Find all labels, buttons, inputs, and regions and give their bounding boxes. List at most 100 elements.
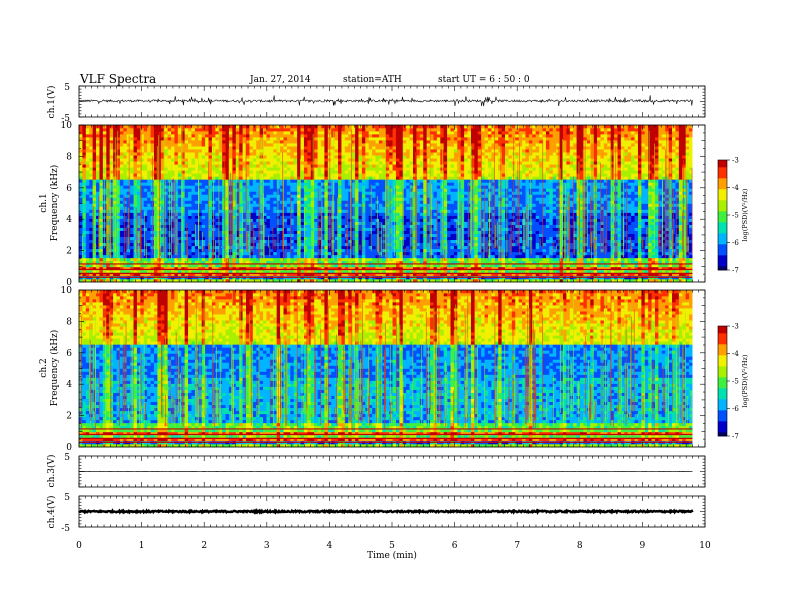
heatmap-cell: [191, 269, 196, 274]
heatmap-cell: [160, 248, 165, 253]
heatmap-cell: [413, 242, 417, 247]
heatmap-cell: [303, 245, 308, 250]
heatmap-cell: [470, 206, 475, 210]
heatmap-cell: [174, 224, 179, 228]
heatmap-cell: [447, 224, 451, 228]
heatmap-cell: [338, 263, 342, 268]
heatmap-cell: [290, 236, 295, 241]
heatmap-cell: [269, 218, 274, 222]
heatmap-cell: [440, 263, 444, 268]
heatmap-cell: [436, 269, 441, 274]
heatmap-cell: [136, 242, 141, 247]
heatmap-cell: [208, 215, 213, 219]
heatmap-cell: [559, 242, 564, 247]
heatmap-cell: [130, 221, 134, 225]
heatmap-cell: [263, 200, 267, 204]
heatmap-cell: [689, 203, 693, 207]
heatmap-cell: [365, 251, 369, 256]
heatmap-cell: [399, 263, 404, 268]
heatmap-cell: [406, 239, 410, 244]
heatmap-cell: [617, 230, 622, 234]
heatmap-cell: [467, 254, 472, 259]
heatmap-cell: [597, 269, 601, 274]
heatmap-cell: [559, 257, 564, 262]
heatmap-cell: [300, 218, 305, 222]
heatmap-cell: [286, 233, 291, 238]
heatmap-cell: [136, 218, 141, 222]
heatmap-cell: [82, 251, 87, 256]
heatmap-cell: [644, 248, 649, 253]
heatmap-cell: [348, 221, 352, 225]
heatmap-cell: [372, 206, 376, 210]
heatmap-cell: [235, 215, 240, 219]
heatmap-cell: [505, 260, 509, 265]
heatmap-cell: [484, 212, 489, 216]
heatmap-cell: [79, 269, 83, 274]
heatmap-cell: [545, 236, 550, 241]
heatmap-cell: [552, 218, 557, 222]
heatmap-cell: [453, 242, 458, 247]
heatmap-cell: [501, 266, 506, 271]
heatmap-cell: [338, 257, 342, 262]
heatmap-cell: [385, 206, 390, 210]
heatmap-cell: [327, 248, 332, 253]
heatmap-cell: [576, 260, 581, 265]
heatmap-cell: [314, 236, 318, 241]
heatmap-cell: [252, 245, 257, 250]
heatmap-cell: [542, 254, 547, 259]
heatmap-cell: [607, 212, 611, 216]
heatmap-cell: [218, 245, 223, 250]
heatmap-cell: [600, 269, 605, 274]
heatmap-cell: [457, 251, 462, 256]
heatmap-cell: [661, 269, 666, 274]
heatmap-cell: [511, 245, 516, 250]
heatmap-cell: [82, 257, 87, 262]
heatmap-cell: [92, 260, 97, 265]
heatmap-cell: [276, 206, 281, 210]
heatmap-cell: [586, 233, 591, 238]
heatmap-cell: [85, 212, 90, 216]
heatmap-cell: [334, 263, 339, 268]
heatmap-cell: [280, 236, 284, 241]
heatmap-cell: [153, 227, 158, 231]
heatmap-cell: [597, 236, 601, 241]
heatmap-cell: [464, 233, 468, 238]
heatmap-cell: [232, 200, 237, 204]
heatmap-cell: [355, 278, 359, 283]
heatmap-cell: [430, 227, 434, 231]
heatmap-cell: [470, 221, 475, 225]
heatmap-cell: [399, 242, 404, 247]
heatmap-cell: [624, 212, 629, 216]
heatmap-cell: [82, 206, 87, 210]
heatmap-cell: [109, 206, 114, 210]
heatmap-cell: [689, 248, 693, 253]
heatmap-cell: [430, 272, 434, 277]
heatmap-cell: [225, 221, 230, 225]
heatmap-cell: [423, 230, 427, 234]
heatmap-cell: [348, 272, 352, 277]
heatmap-cell: [191, 245, 196, 250]
heatmap-cell: [116, 233, 121, 238]
heatmap-cell: [368, 230, 373, 234]
heatmap-cell: [181, 263, 185, 268]
heatmap-cell: [545, 260, 550, 265]
heatmap-cell: [539, 245, 543, 250]
heatmap-cell: [689, 221, 693, 225]
heatmap-cell: [484, 254, 489, 259]
heatmap-cell: [413, 266, 417, 271]
heatmap-cell: [501, 245, 506, 250]
heatmap-cell: [211, 254, 216, 259]
heatmap-cell: [654, 230, 659, 234]
heatmap-cell: [317, 260, 322, 265]
heatmap-cell: [562, 251, 567, 256]
heatmap-cell: [188, 278, 192, 283]
heatmap-cell: [484, 260, 489, 265]
heatmap-cell: [586, 203, 591, 207]
heatmap-cell: [515, 227, 519, 231]
heatmap-cell: [549, 272, 554, 277]
heatmap-cell: [464, 203, 468, 207]
heatmap-cell: [430, 278, 434, 283]
heatmap-cell: [453, 236, 458, 241]
heatmap-cell: [136, 200, 141, 204]
heatmap-cell: [501, 215, 506, 219]
